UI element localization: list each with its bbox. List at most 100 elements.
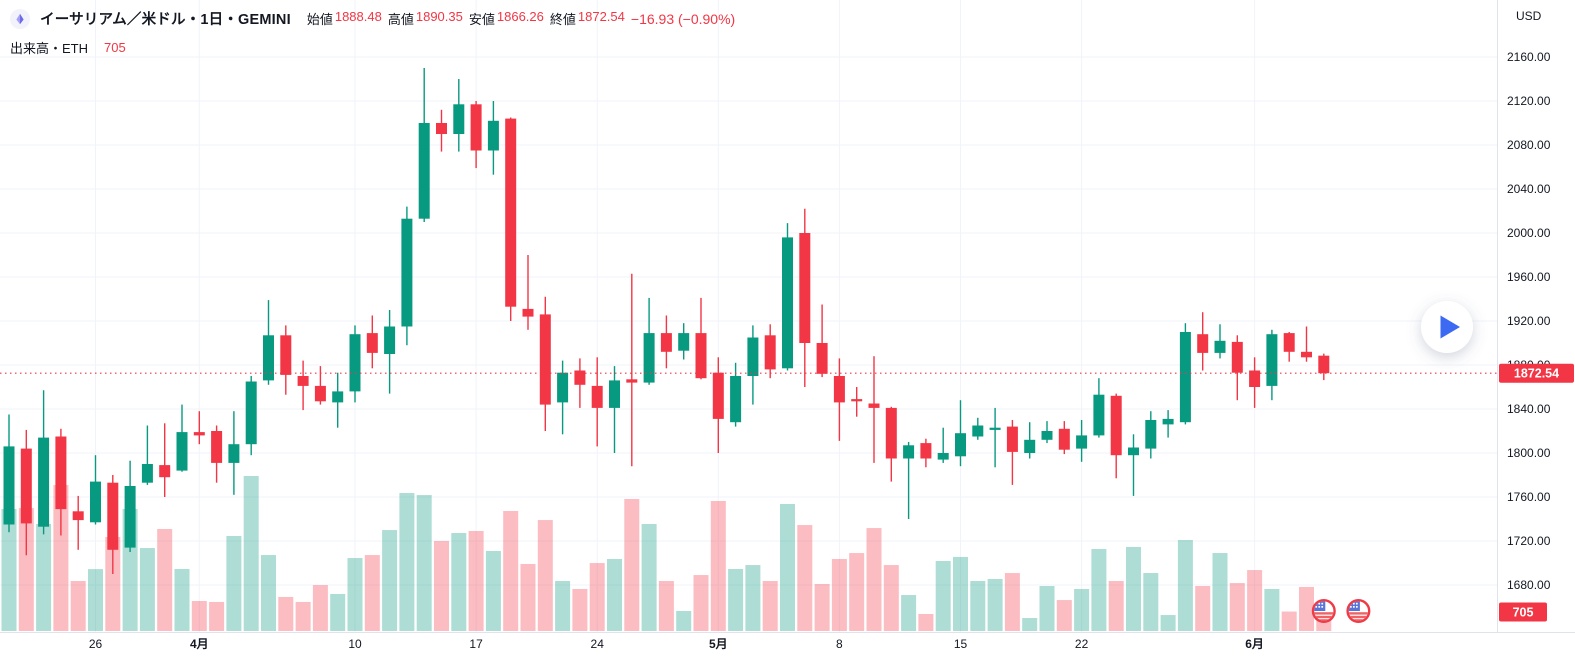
volume-bar [572,588,588,631]
economic-event-flag-icon[interactable] [1346,599,1371,624]
time-axis[interactable]: 26 4月 10 17 24 5月 8 15 22 6月 [89,637,1264,651]
volume-bar [935,561,951,631]
close-label: 終値 [549,12,576,27]
price-tick-label: 1960.00 [1507,270,1551,284]
candle-body [816,343,828,374]
volume-bar [710,501,726,631]
candle-body [1145,420,1157,449]
volume-bar [295,601,311,631]
candle-body [1266,334,1278,386]
price-axis-unit: USD [1516,9,1542,23]
candle-body [955,433,966,457]
candle-body [678,333,690,351]
candle-body [903,445,915,459]
volume-bar [312,585,328,631]
volume-row-value: 705 [104,40,126,55]
volume-bar [780,503,795,631]
economic-event-flag-icon[interactable] [1311,599,1336,624]
time-tick-label: 26 [89,637,103,651]
volume-bar [1177,540,1193,631]
high-label: 高値 [387,12,414,27]
volume-bar [70,581,86,631]
volume-bar [364,555,380,631]
time-tick-label: 17 [469,637,483,651]
volume-bar [797,525,813,631]
volume-bar [520,563,536,631]
volume-bar [503,511,519,631]
candle-body [626,379,638,383]
chart-legend: イーサリアム／米ドル・1日・GEMINI 始値 1888.48 高値 1890.35… [10,8,735,57]
volume-bar [191,601,207,631]
candle-body [695,333,707,379]
volume-bar [1004,573,1020,631]
candle-body [470,104,482,151]
candle-body [401,218,413,327]
volume-bar [1091,548,1107,631]
candle-body [1283,333,1295,352]
candle-body [764,335,776,370]
candle-body [72,511,84,521]
volume-bar [641,523,657,631]
candle-body [1249,370,1261,387]
candle-body [1093,394,1105,436]
candle-body [799,233,811,343]
volume-bar [434,541,449,631]
volume-bar [1126,546,1141,631]
volume-bar [330,593,346,631]
volume-bar [347,558,363,631]
candle-body [920,443,932,459]
volume-bar [658,581,674,631]
price-tick-label: 2080.00 [1507,138,1551,152]
volume-bar [157,528,173,631]
candle-body [1024,439,1036,453]
candle-body [90,481,101,523]
volume-bar [693,575,709,631]
volume-bar [399,493,415,631]
candle-body [660,333,672,352]
candle-body [1110,395,1122,456]
candle-body [712,372,724,419]
change-value: −16.93 (−0.90%) [630,10,736,27]
candle-body [574,370,586,385]
volume-bar [139,548,155,631]
ethereum-logo-icon [10,8,30,29]
volume-bar [883,565,899,631]
volume-bar [745,565,761,631]
play-button[interactable] [1421,301,1473,353]
last-price-badge: 1872.54 [1499,363,1574,383]
candle-body [989,427,1001,430]
candle-body [505,118,517,307]
volume-bar [624,498,640,631]
candle-body [280,335,292,375]
volume-bar [537,520,553,631]
open-value: 1888.48 [334,9,382,24]
candle-body [539,314,551,405]
time-tick-label: 15 [954,637,968,651]
volume-bar [1039,586,1055,631]
candle-body [937,453,949,460]
open-label: 始値 [306,12,333,27]
volume-bar [174,568,190,631]
volume-bar [261,555,276,631]
candle-body [384,326,396,354]
volume-bar [814,583,830,631]
volume-bar [88,569,103,631]
volume-bar [1229,583,1245,631]
candle-body [20,448,32,524]
volume-bar [1281,611,1297,631]
candle-body [159,465,171,478]
candle-body [1041,431,1053,440]
volume-bar [676,611,692,631]
volume-bar [555,581,571,631]
candle-body [55,436,67,510]
volume-bar [849,553,865,631]
volume-badge: 705 [1499,602,1547,622]
volume-bar [1264,588,1280,631]
volume-badge-text: 705 [1513,605,1534,619]
candle-body [1197,334,1209,353]
volume-bar [243,476,259,631]
candle-body [782,237,793,369]
symbol-title[interactable]: イーサリアム／米ドル・1日・GEMINI [40,12,291,28]
